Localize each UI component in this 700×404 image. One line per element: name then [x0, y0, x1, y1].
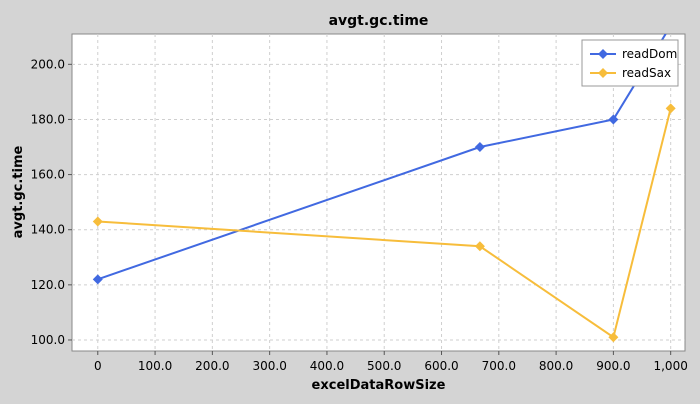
y-axis-label: avgt.gc.time	[11, 145, 26, 238]
x-tick-label: 100.0	[138, 359, 172, 373]
data-point-readsax	[608, 332, 619, 343]
data-point-readsax	[665, 103, 676, 114]
x-tick-label: 1,000	[653, 359, 687, 373]
legend-box	[581, 39, 679, 87]
plot-area	[71, 33, 686, 352]
series-line-readsax	[97, 108, 672, 339]
chart-title: avgt.gc.time	[329, 13, 429, 29]
x-tick-label: 400.0	[310, 359, 344, 373]
legend-label-readdom: readDom	[622, 47, 677, 61]
x-tick-label: 500.0	[367, 359, 401, 373]
x-tick-label: 200.0	[195, 359, 229, 373]
data-point-readsax	[474, 241, 485, 252]
axis-layer: 0 100.0 200.0 300.0 400.0 500.0 600.0 700.0 800.…	[31, 57, 688, 373]
y-tick-label: 200.0	[31, 57, 65, 71]
x-tick-label: 700.0	[482, 359, 516, 373]
x-tick-label: 300.0	[252, 359, 286, 373]
x-axis-label: excelDataRowSize	[312, 378, 446, 393]
y-tick-label: 120.0	[31, 278, 65, 292]
y-tick-label: 180.0	[31, 112, 65, 126]
y-tick-label: 100.0	[31, 333, 65, 347]
legend-marker-readdom	[598, 49, 608, 59]
y-tick-label: 140.0	[31, 223, 65, 237]
legend-marker-readsax	[598, 68, 608, 78]
legend: readDom readSax	[581, 39, 679, 87]
x-tick-label: 600.0	[424, 359, 458, 373]
x-tick-label: 0	[94, 359, 102, 373]
x-tick-label: 800.0	[539, 359, 573, 373]
data-point-readsax	[92, 216, 103, 227]
data-point-readdom	[608, 114, 619, 125]
data-point-readdom	[474, 142, 485, 153]
y-tick-label: 160.0	[31, 168, 65, 182]
x-tick-label: 900.0	[596, 359, 630, 373]
legend-label-readsax: readSax	[622, 66, 671, 80]
data-point-readdom	[666, 21, 676, 31]
data-point-readdom	[92, 274, 103, 285]
